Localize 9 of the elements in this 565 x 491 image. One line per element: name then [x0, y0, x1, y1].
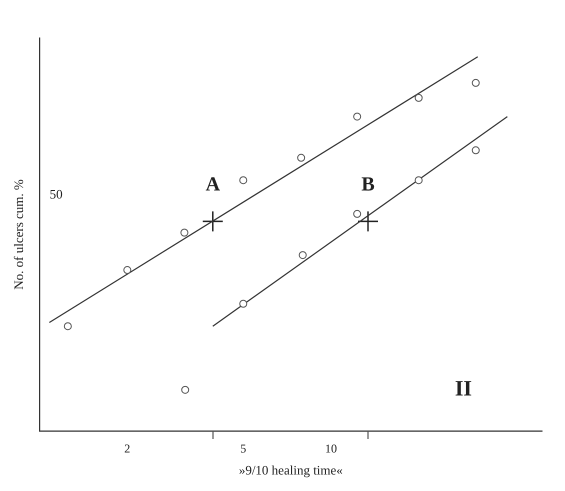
- y-axis-title: No. of ulcers cum. %: [11, 179, 26, 290]
- x-tick-label: 2: [124, 441, 130, 456]
- annotation: II: [454, 376, 472, 401]
- series-label: A: [206, 174, 221, 196]
- x-axis-title: »9/10 healing time«: [238, 462, 343, 478]
- x-tick-label: 10: [324, 441, 337, 456]
- x-tick-label: 5: [240, 441, 246, 456]
- series-label: B: [361, 174, 375, 196]
- annotation: 50: [50, 186, 63, 202]
